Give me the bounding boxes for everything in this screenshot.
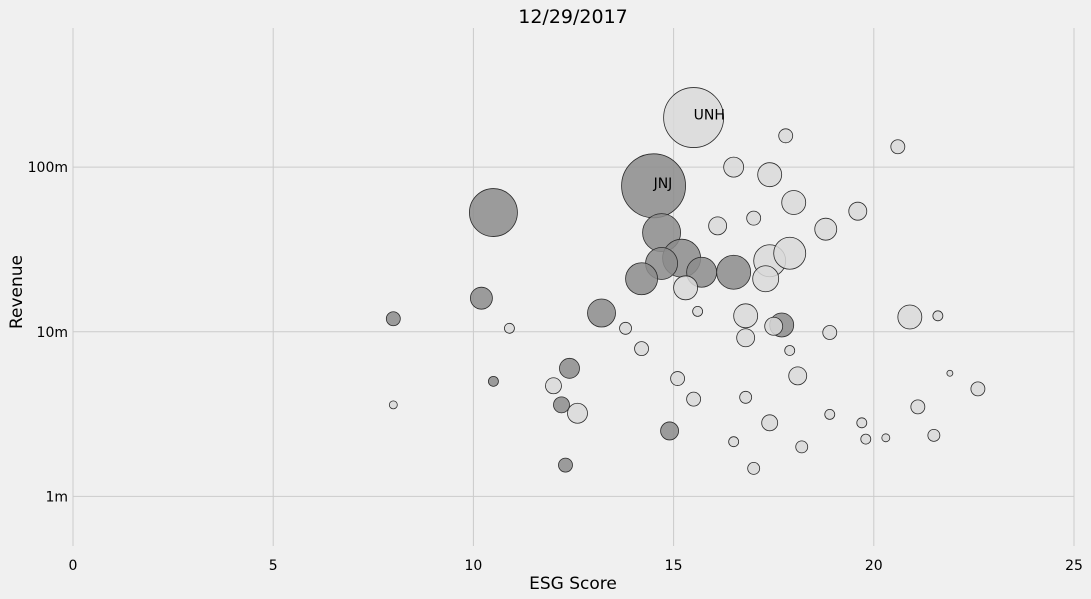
tick-labels: 0 5 10 15 20 25 1m 10m 100m xyxy=(28,160,1083,574)
data-point xyxy=(692,305,704,317)
data-point xyxy=(728,436,740,448)
bubbles xyxy=(385,87,986,475)
data-point xyxy=(733,303,759,329)
data-point xyxy=(567,402,588,424)
data-point xyxy=(814,217,838,241)
data-point xyxy=(660,421,679,441)
data-point xyxy=(860,433,872,445)
data-point xyxy=(824,408,836,420)
data-point xyxy=(822,325,838,340)
data-point xyxy=(625,262,658,296)
y-tick-label: 1m xyxy=(45,489,68,505)
x-tick-label: 25 xyxy=(1065,558,1083,574)
data-point xyxy=(795,440,809,454)
y-tick-label: 100m xyxy=(28,160,68,176)
data-point xyxy=(856,417,868,429)
data-point xyxy=(757,162,783,188)
data-point xyxy=(673,275,699,301)
data-point xyxy=(488,375,499,387)
data-point xyxy=(388,400,398,410)
data-point xyxy=(778,128,794,144)
data-point xyxy=(553,396,570,414)
data-point xyxy=(619,321,632,335)
grid xyxy=(72,28,1075,546)
data-point xyxy=(784,345,796,356)
data-point xyxy=(708,216,728,236)
y-tick-label: 10m xyxy=(37,325,68,341)
data-point xyxy=(670,371,686,386)
y-axis-title: Revenue xyxy=(7,255,27,329)
data-point xyxy=(469,188,518,237)
data-point xyxy=(746,210,762,226)
x-tick-label: 5 xyxy=(269,558,278,574)
data-point xyxy=(946,369,954,377)
x-tick-label: 0 xyxy=(69,558,78,574)
data-point xyxy=(663,87,725,148)
data-point xyxy=(773,236,807,270)
data-point xyxy=(848,201,868,221)
chart-title: 12/29/2017 xyxy=(518,6,628,28)
data-point xyxy=(881,433,891,443)
data-point xyxy=(385,311,401,327)
x-tick-label: 10 xyxy=(464,558,482,574)
data-point xyxy=(970,381,986,397)
x-tick-label: 20 xyxy=(865,558,883,574)
data-point xyxy=(587,298,616,328)
data-point xyxy=(752,265,780,293)
data-point xyxy=(927,428,941,442)
data-point xyxy=(723,156,745,178)
x-tick-label: 15 xyxy=(665,558,683,574)
data-point xyxy=(764,316,784,336)
point-label: JNJ xyxy=(653,176,673,192)
data-point xyxy=(736,328,756,348)
data-point xyxy=(504,322,515,334)
data-point xyxy=(932,310,944,322)
data-point xyxy=(686,391,702,407)
data-point xyxy=(781,190,807,215)
data-point xyxy=(761,414,779,432)
data-point xyxy=(897,304,923,330)
data-point xyxy=(559,357,580,379)
data-point xyxy=(545,377,562,395)
data-point xyxy=(716,254,752,290)
data-point xyxy=(747,462,761,475)
data-point xyxy=(910,399,926,415)
data-point xyxy=(634,341,649,357)
annotations: UNH JNJ xyxy=(653,108,725,192)
data-point xyxy=(739,390,753,404)
data-point xyxy=(890,139,906,155)
data-point xyxy=(470,286,493,310)
x-axis-title: ESG Score xyxy=(529,574,617,594)
data-point xyxy=(788,366,808,386)
data-point xyxy=(558,457,573,473)
point-label: UNH xyxy=(694,108,725,124)
